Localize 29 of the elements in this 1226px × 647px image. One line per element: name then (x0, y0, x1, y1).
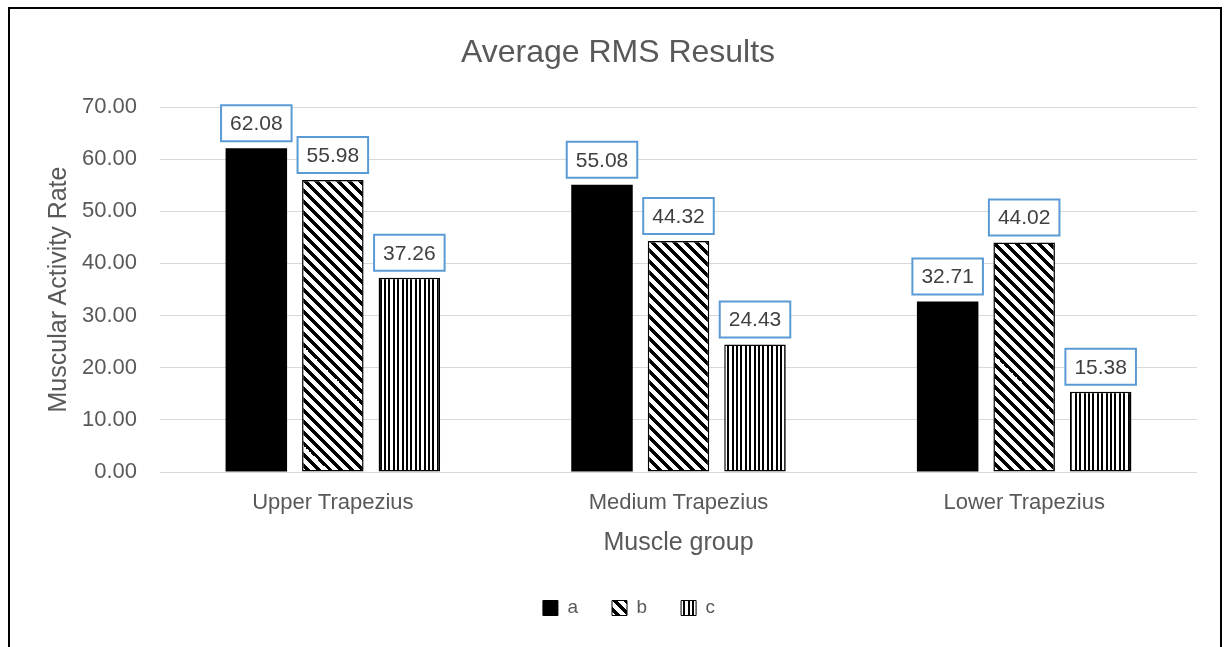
y-tick-label: 20.00 (81, 353, 137, 379)
y-tick-label: 50.00 (81, 197, 137, 223)
y-axis-title: Muscular Activity Rate (43, 166, 72, 413)
bar (916, 301, 979, 472)
data-label: 55.98 (306, 142, 360, 166)
data-label: 37.26 (383, 240, 436, 264)
data-label: 62.08 (230, 111, 283, 135)
y-tick-label: 70.00 (81, 93, 137, 119)
y-tick-label: 30.00 (81, 301, 137, 327)
legend-label: a (567, 596, 579, 618)
bar (571, 184, 633, 472)
data-label: 55.08 (575, 147, 629, 171)
y-tick-label: 60.00 (81, 145, 137, 171)
y-tick-label: 0.00 (94, 458, 137, 484)
x-axis-title: Muscle group (603, 526, 754, 555)
data-label: 15.38 (1074, 354, 1127, 378)
x-tick-label: Lower Trapezius (943, 489, 1105, 515)
data-label: 44.32 (652, 203, 705, 227)
y-tick-label: 40.00 (81, 249, 137, 275)
data-label: 24.43 (728, 307, 782, 331)
y-tick-label: 10.00 (81, 405, 137, 431)
legend-label: b (636, 596, 648, 618)
data-label: 32.71 (921, 264, 974, 288)
legend-label: c (705, 596, 716, 618)
x-tick-label: Medium Trapezius (588, 489, 769, 515)
data-label: 44.02 (997, 205, 1051, 229)
chart-title: Average RMS Results (460, 32, 776, 69)
x-tick-label: Upper Trapezius (252, 489, 414, 515)
bar (225, 148, 288, 472)
